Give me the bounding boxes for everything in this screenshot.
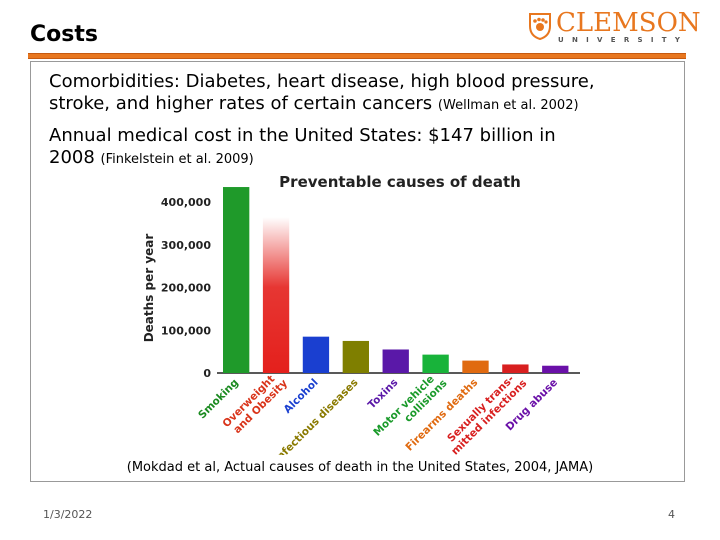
- logo-wordmark: CLEMSON: [556, 8, 701, 38]
- y-axis-label: Deaths per year: [142, 234, 156, 343]
- category-label: Motor vehiclecollisions: [371, 369, 449, 447]
- y-tick-label: 0: [203, 367, 211, 380]
- citation: (Wellman et al. 2002): [437, 98, 579, 113]
- y-tick-label: 400,000: [161, 196, 211, 209]
- bar-firearms-deaths: [462, 360, 489, 373]
- y-tick-label: 200,000: [161, 282, 211, 295]
- bar-motor-vehicle-collisions: [422, 354, 449, 373]
- bar-infectious-diseases: [342, 340, 369, 373]
- title-rule: [28, 53, 686, 59]
- bullet-line: stroke, and higher rates of certain canc…: [49, 93, 689, 117]
- bar-alcohol: [302, 336, 330, 373]
- page-number: 4: [668, 508, 675, 521]
- bullet-line: Comorbidities: Diabetes, heart disease, …: [49, 71, 595, 92]
- content-frame: [30, 61, 685, 482]
- tiger-paw-icon: [529, 13, 551, 40]
- bar-sexually-trans-mitted-infections: [502, 364, 529, 373]
- clemson-logo: CLEMSON UNIVERSITY: [528, 8, 701, 48]
- bar-smoking: [223, 187, 250, 373]
- slide-title: Costs: [30, 22, 98, 47]
- bullet-comorbidities: Comorbidities: Diabetes, heart disease, …: [49, 71, 689, 117]
- preventable-deaths-chart: Preventable causes of death Deaths per ye…: [142, 173, 580, 455]
- category-label: Alcohol: [281, 377, 320, 416]
- chart-title: Preventable causes of death: [279, 173, 521, 191]
- bar-overweight-and-obesity: [262, 216, 290, 373]
- logo-subtitle: UNIVERSITY: [558, 36, 689, 44]
- chart-source: (Mokdad et al, Actual causes of death in…: [126, 460, 594, 475]
- footer-date: 1/3/2022: [43, 508, 93, 521]
- y-tick-label: 300,000: [161, 239, 211, 252]
- y-tick-label: 100,000: [161, 324, 211, 337]
- bullet-text: stroke, and higher rates of certain canc…: [49, 93, 438, 114]
- category-label-line: Alcohol: [281, 377, 320, 416]
- bar-drug-abuse: [542, 365, 569, 373]
- bullet-annual-cost: Annual medical cost in the United States…: [49, 125, 689, 171]
- bullet-line: 2008 (Finkelstein et al. 2009): [49, 147, 689, 171]
- bullet-text: 2008: [49, 147, 101, 168]
- bullet-line: Annual medical cost in the United States…: [49, 125, 556, 146]
- citation: (Finkelstein et al. 2009): [100, 152, 254, 167]
- bar-toxins: [382, 349, 409, 373]
